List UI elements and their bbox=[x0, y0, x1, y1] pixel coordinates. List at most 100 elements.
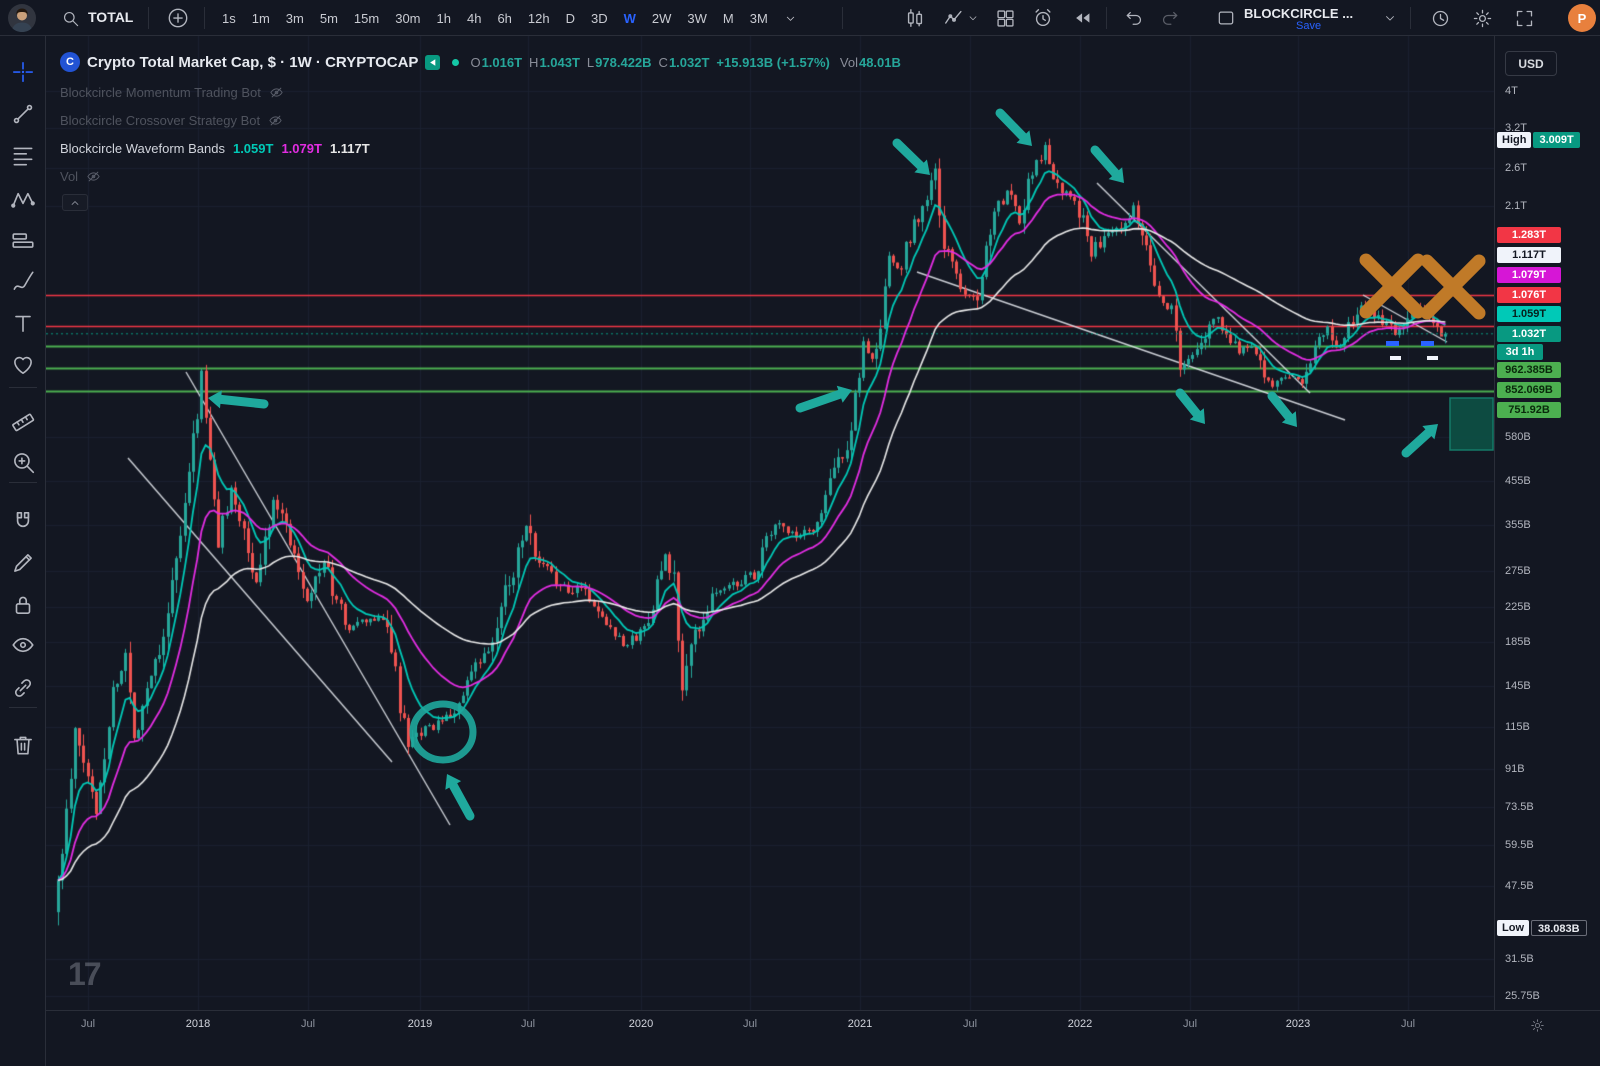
timeframe-M[interactable]: M bbox=[715, 4, 742, 32]
xabcd-pattern-tool[interactable] bbox=[4, 179, 42, 217]
price-axis[interactable]: USD 4T 3.2T 2.6T 2.1T 580B 455B 355B 275B 225B 18… bbox=[1494, 36, 1600, 1010]
x-mark-annotation[interactable] bbox=[1359, 253, 1425, 319]
layout-chevron-icon[interactable] bbox=[1380, 4, 1400, 32]
timeframe-12h[interactable]: 12h bbox=[520, 4, 558, 32]
timeframe-5m[interactable]: 5m bbox=[312, 4, 346, 32]
alert-button[interactable] bbox=[1026, 4, 1060, 32]
indicator-row[interactable]: Blockcircle Momentum Trading Bot bbox=[60, 78, 908, 106]
timeframe-3D[interactable]: 3D bbox=[583, 4, 616, 32]
undo-button[interactable] bbox=[1118, 4, 1150, 32]
timeframe-4h[interactable]: 4h bbox=[459, 4, 489, 32]
bar-replay-button[interactable] bbox=[1066, 4, 1100, 32]
indicator-hidden-toggle[interactable] bbox=[268, 113, 283, 128]
indicators-button[interactable] bbox=[938, 4, 984, 32]
arrow-annotation[interactable] bbox=[1267, 391, 1294, 422]
timeframe-1s[interactable]: 1s bbox=[214, 4, 244, 32]
timeframe-3m[interactable]: 3m bbox=[278, 4, 312, 32]
arrow-annotation-head[interactable] bbox=[836, 385, 852, 403]
x-mark-annotation[interactable] bbox=[1420, 254, 1486, 320]
timeframe-30m[interactable]: 30m bbox=[387, 4, 428, 32]
arrow-annotation[interactable] bbox=[995, 108, 1028, 142]
chart-settings-button[interactable] bbox=[1466, 4, 1498, 32]
text-tool[interactable] bbox=[4, 304, 42, 342]
position-marker[interactable] bbox=[1390, 356, 1401, 360]
timeframe-15m[interactable]: 15m bbox=[346, 4, 387, 32]
flag-icon[interactable] bbox=[425, 54, 441, 70]
indicator-row[interactable]: Vol bbox=[60, 162, 908, 190]
time-axis-settings-button[interactable] bbox=[1530, 1018, 1545, 1036]
price-scale-label: 580B bbox=[1505, 431, 1531, 444]
target-zone-rectangle[interactable] bbox=[1449, 397, 1494, 451]
layout-name[interactable]: BLOCKCIRCLE ... bbox=[1244, 6, 1354, 21]
arrow-annotation[interactable] bbox=[1175, 388, 1202, 419]
add-compare-button[interactable] bbox=[162, 4, 194, 32]
arrow-annotation-head[interactable] bbox=[208, 390, 222, 409]
symbol-title[interactable]: Crypto Total Market Cap, $ · 1W · CRYPTO… bbox=[87, 53, 419, 71]
arrow-annotation-head[interactable] bbox=[914, 159, 930, 175]
currency-toggle-button[interactable]: USD bbox=[1505, 51, 1557, 76]
timeframes-expand-chevron-icon[interactable] bbox=[776, 4, 805, 32]
remove-drawings-tool[interactable] bbox=[4, 726, 42, 764]
timeframe-6h[interactable]: 6h bbox=[489, 4, 519, 32]
save-button[interactable]: Save bbox=[1296, 20, 1322, 32]
position-marker[interactable] bbox=[1427, 356, 1438, 360]
publish-button[interactable]: P bbox=[1568, 4, 1596, 32]
timeframe-D[interactable]: D bbox=[558, 4, 583, 32]
link-tool[interactable] bbox=[4, 669, 42, 707]
arrow-annotation-head[interactable] bbox=[1422, 424, 1438, 440]
chart-pane[interactable]: C Crypto Total Market Cap, $ · 1W · CRYP… bbox=[46, 36, 1494, 1010]
position-marker[interactable] bbox=[1386, 341, 1399, 346]
zoom-in-tool[interactable] bbox=[4, 443, 42, 481]
draw-tool[interactable] bbox=[4, 544, 42, 582]
symbol-search-button[interactable] bbox=[56, 4, 84, 32]
measure-tool[interactable] bbox=[4, 401, 42, 439]
legend-collapse-button[interactable] bbox=[62, 194, 88, 211]
user-avatar[interactable] bbox=[8, 4, 36, 37]
hide-drawings-tool[interactable] bbox=[4, 626, 42, 664]
position-marker[interactable] bbox=[1421, 341, 1434, 346]
time-axis[interactable]: Jul 2018 Jul 2019 Jul 2020 Jul 2021 Jul 2022 Jul 20… bbox=[46, 1010, 1600, 1066]
timeframe-3M[interactable]: 3M bbox=[742, 4, 776, 32]
price-label: 1.283T bbox=[1497, 227, 1561, 243]
indicator-row[interactable]: Blockcircle Crossover Strategy Bot bbox=[60, 106, 908, 134]
arrow-annotation-head[interactable] bbox=[1281, 411, 1297, 427]
chart-style-button[interactable] bbox=[898, 4, 932, 32]
brush-tool[interactable] bbox=[4, 262, 42, 300]
magnet-tool[interactable] bbox=[4, 503, 42, 541]
arrow-annotation-head[interactable] bbox=[1108, 167, 1124, 183]
symbol-logo-icon: C bbox=[60, 52, 80, 72]
highlight-circle-annotation[interactable] bbox=[409, 700, 477, 764]
layout-select-button[interactable] bbox=[1212, 4, 1240, 32]
timeframe-1m[interactable]: 1m bbox=[244, 4, 278, 32]
indicator-hidden-toggle[interactable] bbox=[86, 169, 101, 184]
timeframe-1h[interactable]: 1h bbox=[429, 4, 459, 32]
goto-date-button[interactable] bbox=[1424, 4, 1456, 32]
trend-line-tool[interactable] bbox=[4, 95, 42, 133]
arrow-annotation[interactable] bbox=[1090, 145, 1120, 178]
arrow-annotation[interactable] bbox=[1401, 428, 1433, 458]
arrow-annotation[interactable] bbox=[795, 389, 845, 413]
arrow-annotation[interactable] bbox=[216, 394, 269, 409]
indicator-hidden-toggle[interactable] bbox=[269, 85, 284, 100]
arrow-annotation[interactable] bbox=[892, 138, 926, 171]
prediction-tool[interactable] bbox=[4, 221, 42, 259]
timeframe-3W[interactable]: 3W bbox=[679, 4, 715, 32]
fullscreen-button[interactable] bbox=[1508, 4, 1540, 32]
emoji-tool[interactable] bbox=[4, 345, 42, 383]
indicator-row[interactable]: Blockcircle Waveform Bands 1.059T 1.079T 1.… bbox=[60, 134, 908, 162]
timeframe-W[interactable]: W bbox=[616, 4, 644, 32]
arrow-annotation-head[interactable] bbox=[1016, 130, 1032, 146]
arrow-annotation-head[interactable] bbox=[1189, 408, 1205, 424]
redo-button[interactable] bbox=[1154, 4, 1186, 32]
arrow-annotation[interactable] bbox=[448, 780, 475, 821]
price-chart-canvas[interactable] bbox=[46, 36, 1494, 1010]
layout-grid-icon bbox=[996, 9, 1014, 27]
arrow-annotation-head[interactable] bbox=[445, 774, 462, 790]
multichart-layout-button[interactable] bbox=[988, 4, 1022, 32]
fib-retracement-tool[interactable] bbox=[4, 137, 42, 175]
symbol-name[interactable]: TOTAL bbox=[88, 9, 134, 25]
crosshair-tool[interactable] bbox=[4, 53, 42, 91]
draw-icon bbox=[14, 554, 32, 572]
lock-tool[interactable] bbox=[4, 586, 42, 624]
timeframe-2W[interactable]: 2W bbox=[644, 4, 680, 32]
